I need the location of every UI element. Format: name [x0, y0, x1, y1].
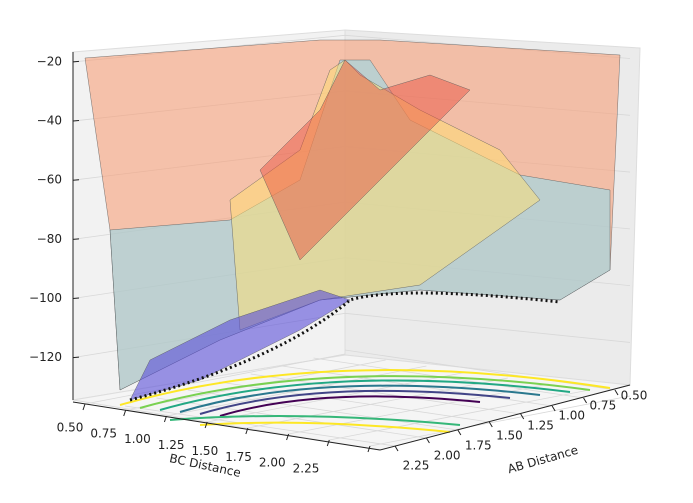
axes: −20 −40 −60 −80 −100 −120 0.50 0.75 1.00 1.25 1.50… [29, 52, 647, 476]
x-tick [488, 421, 493, 428]
y-tick [367, 445, 371, 453]
y-tick [123, 409, 127, 417]
y-tick-label: 1.00 [124, 432, 151, 446]
grid-line [166, 365, 427, 417]
x-tick [614, 389, 619, 396]
z-tick [72, 297, 80, 299]
x-tick-label: 1.00 [558, 409, 585, 423]
grid-line [156, 397, 427, 439]
z-tick-label: −120 [29, 350, 62, 364]
z-tick [72, 238, 80, 240]
z-tick-label: −80 [37, 232, 62, 246]
y-tick-label: 0.50 [57, 421, 84, 435]
z-tick [72, 60, 80, 63]
x-axis [379, 384, 631, 451]
z-tick-label: −60 [37, 173, 62, 187]
grid-line [124, 405, 396, 447]
y-tick-label: 1.50 [191, 444, 218, 458]
grid-line [187, 389, 458, 431]
y-tick-label: 2.00 [259, 456, 286, 470]
grid-line [369, 395, 631, 447]
x-tick-label: 2.00 [434, 449, 461, 463]
y-tick [82, 403, 86, 411]
x-tick [551, 405, 556, 412]
x-axis-label: AB Distance [506, 443, 580, 477]
z-tick [72, 120, 80, 122]
z-tick-label: −20 [37, 54, 62, 68]
grid-line [329, 389, 590, 441]
z-tick [72, 356, 80, 359]
z-tick-label: −40 [37, 114, 62, 128]
x-tick-label: 1.75 [465, 439, 492, 453]
x-tick [583, 397, 588, 404]
x-tick-label: 2.25 [403, 459, 430, 473]
x-tick-label: 0.75 [589, 399, 616, 413]
y-tick [326, 439, 330, 447]
x-tick-label: 1.50 [496, 429, 523, 443]
y-axis [72, 401, 381, 451]
x-tick-label: 1.25 [527, 419, 554, 433]
y-tick-label: 2.25 [293, 462, 320, 476]
contours [119, 369, 611, 433]
y-tick [286, 433, 290, 441]
z-tick [72, 179, 80, 181]
y-tick-label: 1.25 [158, 438, 185, 452]
y-tick-label: 0.75 [90, 426, 117, 440]
grid-line [84, 353, 346, 405]
surface [84, 39, 621, 402]
z-tick-label: −100 [29, 291, 62, 305]
x-tick [425, 437, 430, 444]
grid-line [247, 377, 508, 429]
y-tick-label: 1.75 [225, 450, 252, 464]
x-tick-label: 0.50 [621, 389, 648, 403]
x-tick [394, 445, 399, 452]
x-tick [457, 429, 462, 436]
x-tick [520, 413, 525, 420]
